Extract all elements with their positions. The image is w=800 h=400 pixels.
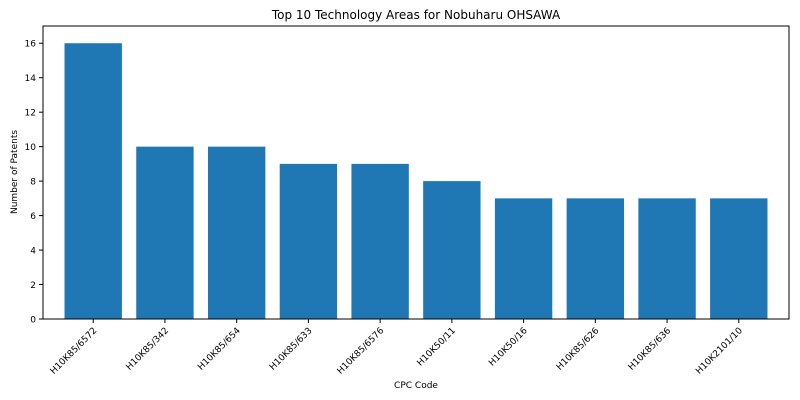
x-tick-label: H10K85/342 — [125, 326, 172, 373]
x-tick-label: H10K85/636 — [627, 326, 674, 373]
y-tick-label: 4 — [30, 247, 36, 257]
x-tick-label: H10K85/633 — [268, 326, 315, 373]
y-axis: 0 2 4 6 8 10 12 14 16 — [25, 40, 43, 326]
chart-title: Top 10 Technology Areas for Nobuharu OHS… — [271, 8, 561, 22]
y-tick-label: 0 — [30, 316, 36, 326]
x-tick-label: H10K50/16 — [487, 326, 530, 369]
x-tick-label: H10K2101/10 — [694, 326, 745, 377]
y-tick-label: 2 — [30, 281, 36, 291]
bar-H10K85/626 — [567, 198, 624, 319]
bar-H10K85/654 — [208, 147, 265, 319]
y-tick-label: 10 — [25, 143, 37, 153]
x-tick-label: H10K85/6576 — [336, 326, 387, 377]
y-tick-label: 16 — [25, 40, 37, 50]
bar-H10K2101/10 — [710, 198, 767, 319]
chart-container: Top 10 Technology Areas for Nobuharu OHS… — [0, 0, 800, 400]
bar-H10K85/6576 — [351, 164, 408, 319]
bar-H10K50/11 — [423, 181, 480, 319]
bars-group — [65, 43, 768, 319]
bar-chart: Top 10 Technology Areas for Nobuharu OHS… — [0, 0, 800, 400]
x-axis: H10K85/6572 H10K85/342 H10K85/654 H10K85/63… — [49, 319, 745, 377]
bar-H10K85/342 — [136, 147, 193, 319]
bar-H10K85/6572 — [65, 43, 122, 319]
x-tick-label: H10K50/11 — [416, 326, 458, 368]
y-tick-label: 12 — [25, 109, 36, 119]
y-tick-label: 14 — [25, 74, 37, 84]
bar-H10K85/633 — [280, 164, 337, 319]
x-tick-label: H10K85/626 — [555, 326, 602, 373]
x-axis-label: CPC Code — [394, 381, 438, 391]
y-tick-label: 8 — [30, 178, 36, 188]
y-axis-label: Number of Patents — [10, 130, 20, 214]
bar-H10K85/636 — [638, 198, 695, 319]
y-tick-label: 6 — [30, 212, 36, 222]
bar-H10K50/16 — [495, 198, 552, 319]
x-tick-label: H10K85/654 — [196, 326, 243, 373]
x-tick-label: H10K85/6572 — [49, 326, 100, 377]
